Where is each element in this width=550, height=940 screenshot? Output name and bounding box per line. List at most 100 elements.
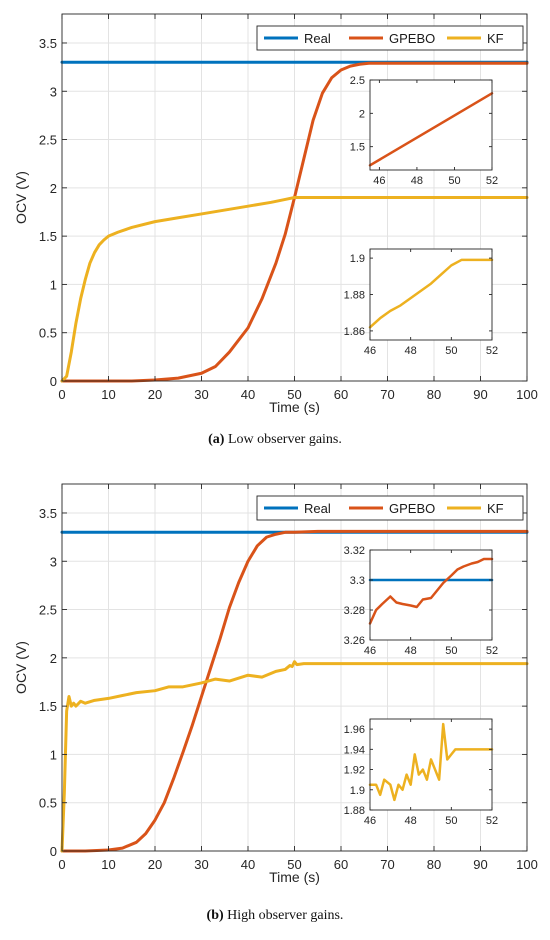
b-inset1-xtick-label: 50 (445, 645, 457, 657)
a-ytick-label: 1 (50, 277, 57, 292)
b-inset2-ytick-label: 1.96 (344, 724, 365, 736)
a-inset2-xtick-label: 46 (364, 345, 376, 357)
b-xtick-label: 10 (101, 857, 115, 872)
b-inset2-xtick-label: 52 (486, 815, 498, 827)
a-xtick-label: 100 (516, 387, 538, 402)
chart-panel-b: 0 10 20 30 40 50 60 70 80 90 100 0 0.5 1 1.5 2 2.5 3 3.5 Ti… (13, 483, 538, 885)
b-xtick-label: 90 (473, 857, 487, 872)
a-xtick-label: 20 (148, 387, 162, 402)
a-xtick-label: 90 (473, 387, 487, 402)
a-inset1-frame (369, 79, 493, 171)
chart-panel-a: 0 10 20 30 40 50 60 70 80 90 100 0 0.5 1 1.5 2 2.5 3 3.5 Ti… (13, 13, 538, 415)
b-xtick-label: 80 (427, 857, 441, 872)
b-ytick-label: 2 (50, 651, 57, 666)
b-ytick-label: 0 (50, 844, 57, 859)
b-inset2-xtick-label: 50 (445, 815, 457, 827)
b-xtick-label: 70 (380, 857, 394, 872)
a-legend-label-kf: KF (487, 31, 504, 46)
a-inset2-ytick-label: 1.9 (350, 253, 365, 265)
a-ytick-label: 2.5 (39, 133, 57, 148)
b-ytick-label: 2.5 (39, 603, 57, 618)
b-xtick-label: 100 (516, 857, 538, 872)
a-inset2-xtick-label: 52 (486, 345, 498, 357)
b-inset2-ytick-label: 1.94 (344, 744, 365, 756)
b-inset1-series-gpebo (368, 557, 494, 625)
a-inset2-xtick-label: 50 (445, 345, 457, 357)
a-inset2-ytick-label: 1.88 (344, 290, 365, 302)
b-xtick-label: 60 (334, 857, 348, 872)
a-ytick-label: 2 (50, 181, 57, 196)
a-inset2-xtick-label: 48 (405, 345, 417, 357)
a-xtick-label: 30 (194, 387, 208, 402)
a-ytick-label: 0 (50, 374, 57, 389)
b-series-kf (60, 660, 529, 853)
b-legend-label-kf: KF (487, 501, 504, 516)
b-xtick-label: 20 (148, 857, 162, 872)
a-inset1-xtick-label: 50 (448, 175, 460, 187)
b-ylabel: OCV (V) (13, 641, 29, 694)
a-inset1-ytick-label: 2 (359, 108, 365, 120)
b-series-gpebo (60, 529, 529, 853)
b-legend-label-gpebo: GPEBO (389, 501, 435, 516)
b-inset2-xtick-label: 48 (405, 815, 417, 827)
b-inset1-ytick-label: 3.3 (350, 575, 365, 587)
b-ytick-label: 3.5 (39, 506, 57, 521)
a-inset2-series-kf (368, 258, 494, 329)
a-legend-label-gpebo: GPEBO (389, 31, 435, 46)
caption-a-tag: (a) (208, 432, 225, 447)
a-inset1-xtick-label: 52 (486, 175, 498, 187)
b-ytick-label: 1.5 (39, 699, 57, 714)
b-inset1-xtick-label: 48 (405, 645, 417, 657)
b-ytick-label: 1 (50, 747, 57, 762)
b-inset2-xtick-label: 46 (364, 815, 376, 827)
a-inset1-ytick-label: 1.5 (350, 142, 365, 154)
caption-b-text: High observer gains. (223, 908, 344, 923)
b-xtick-label: 30 (194, 857, 208, 872)
a-ytick-label: 0.5 (39, 326, 57, 341)
caption-b-tag: (b) (206, 908, 224, 923)
caption-a: (a) Low observer gains. (0, 432, 550, 448)
a-ytick-label: 3.5 (39, 36, 57, 51)
a-xtick-label: 70 (380, 387, 394, 402)
b-inset1-frame (369, 549, 493, 641)
a-ylabel: OCV (V) (13, 171, 29, 224)
a-inset1-xtick-label: 46 (373, 175, 385, 187)
b-inset2-ytick-label: 1.9 (350, 785, 365, 797)
b-xtick-label: 50 (287, 857, 301, 872)
b-inset2-ytick-label: 1.88 (344, 805, 365, 817)
b-xtick-label: 0 (58, 857, 65, 872)
a-xtick-label: 10 (101, 387, 115, 402)
b-ytick-label: 3 (50, 554, 57, 569)
a-inset1-plot-area (370, 80, 492, 170)
b-inset1-ytick-label: 3.32 (344, 545, 365, 557)
a-inset1-ytick-label: 2.5 (350, 75, 365, 87)
a-inset2-ytick-label: 1.86 (344, 326, 365, 338)
caption-b: (b) High observer gains. (0, 908, 550, 924)
b-xlabel: Time (s) (269, 869, 320, 885)
b-inset1-xtick-label: 46 (364, 645, 376, 657)
a-xtick-label: 0 (58, 387, 65, 402)
b-inset1-xtick-label: 52 (486, 645, 498, 657)
a-series-kf (60, 196, 529, 383)
a-ytick-label: 1.5 (39, 229, 57, 244)
a-inset1-xtick-label: 48 (411, 175, 423, 187)
a-xtick-label: 60 (334, 387, 348, 402)
a-inset1-series-gpebo (368, 92, 494, 167)
a-legend-label-real: Real (304, 31, 331, 46)
a-ytick-label: 3 (50, 84, 57, 99)
a-inset2-plot-area (370, 249, 492, 340)
b-ytick-label: 0.5 (39, 796, 57, 811)
b-inset1-ytick-label: 3.26 (344, 635, 365, 647)
b-inset1-plot-area (370, 550, 492, 640)
b-inset1-ytick-label: 3.28 (344, 605, 365, 617)
b-inset2-ytick-label: 1.92 (344, 765, 365, 777)
a-series-gpebo (60, 61, 529, 383)
b-legend-label-real: Real (304, 501, 331, 516)
b-inset2-frame (369, 718, 493, 811)
caption-a-text: Low observer gains. (224, 432, 342, 447)
a-xtick-label: 80 (427, 387, 441, 402)
b-xtick-label: 40 (241, 857, 255, 872)
a-xlabel: Time (s) (269, 399, 320, 415)
a-xtick-label: 50 (287, 387, 301, 402)
b-inset2-series-kf (368, 722, 494, 802)
